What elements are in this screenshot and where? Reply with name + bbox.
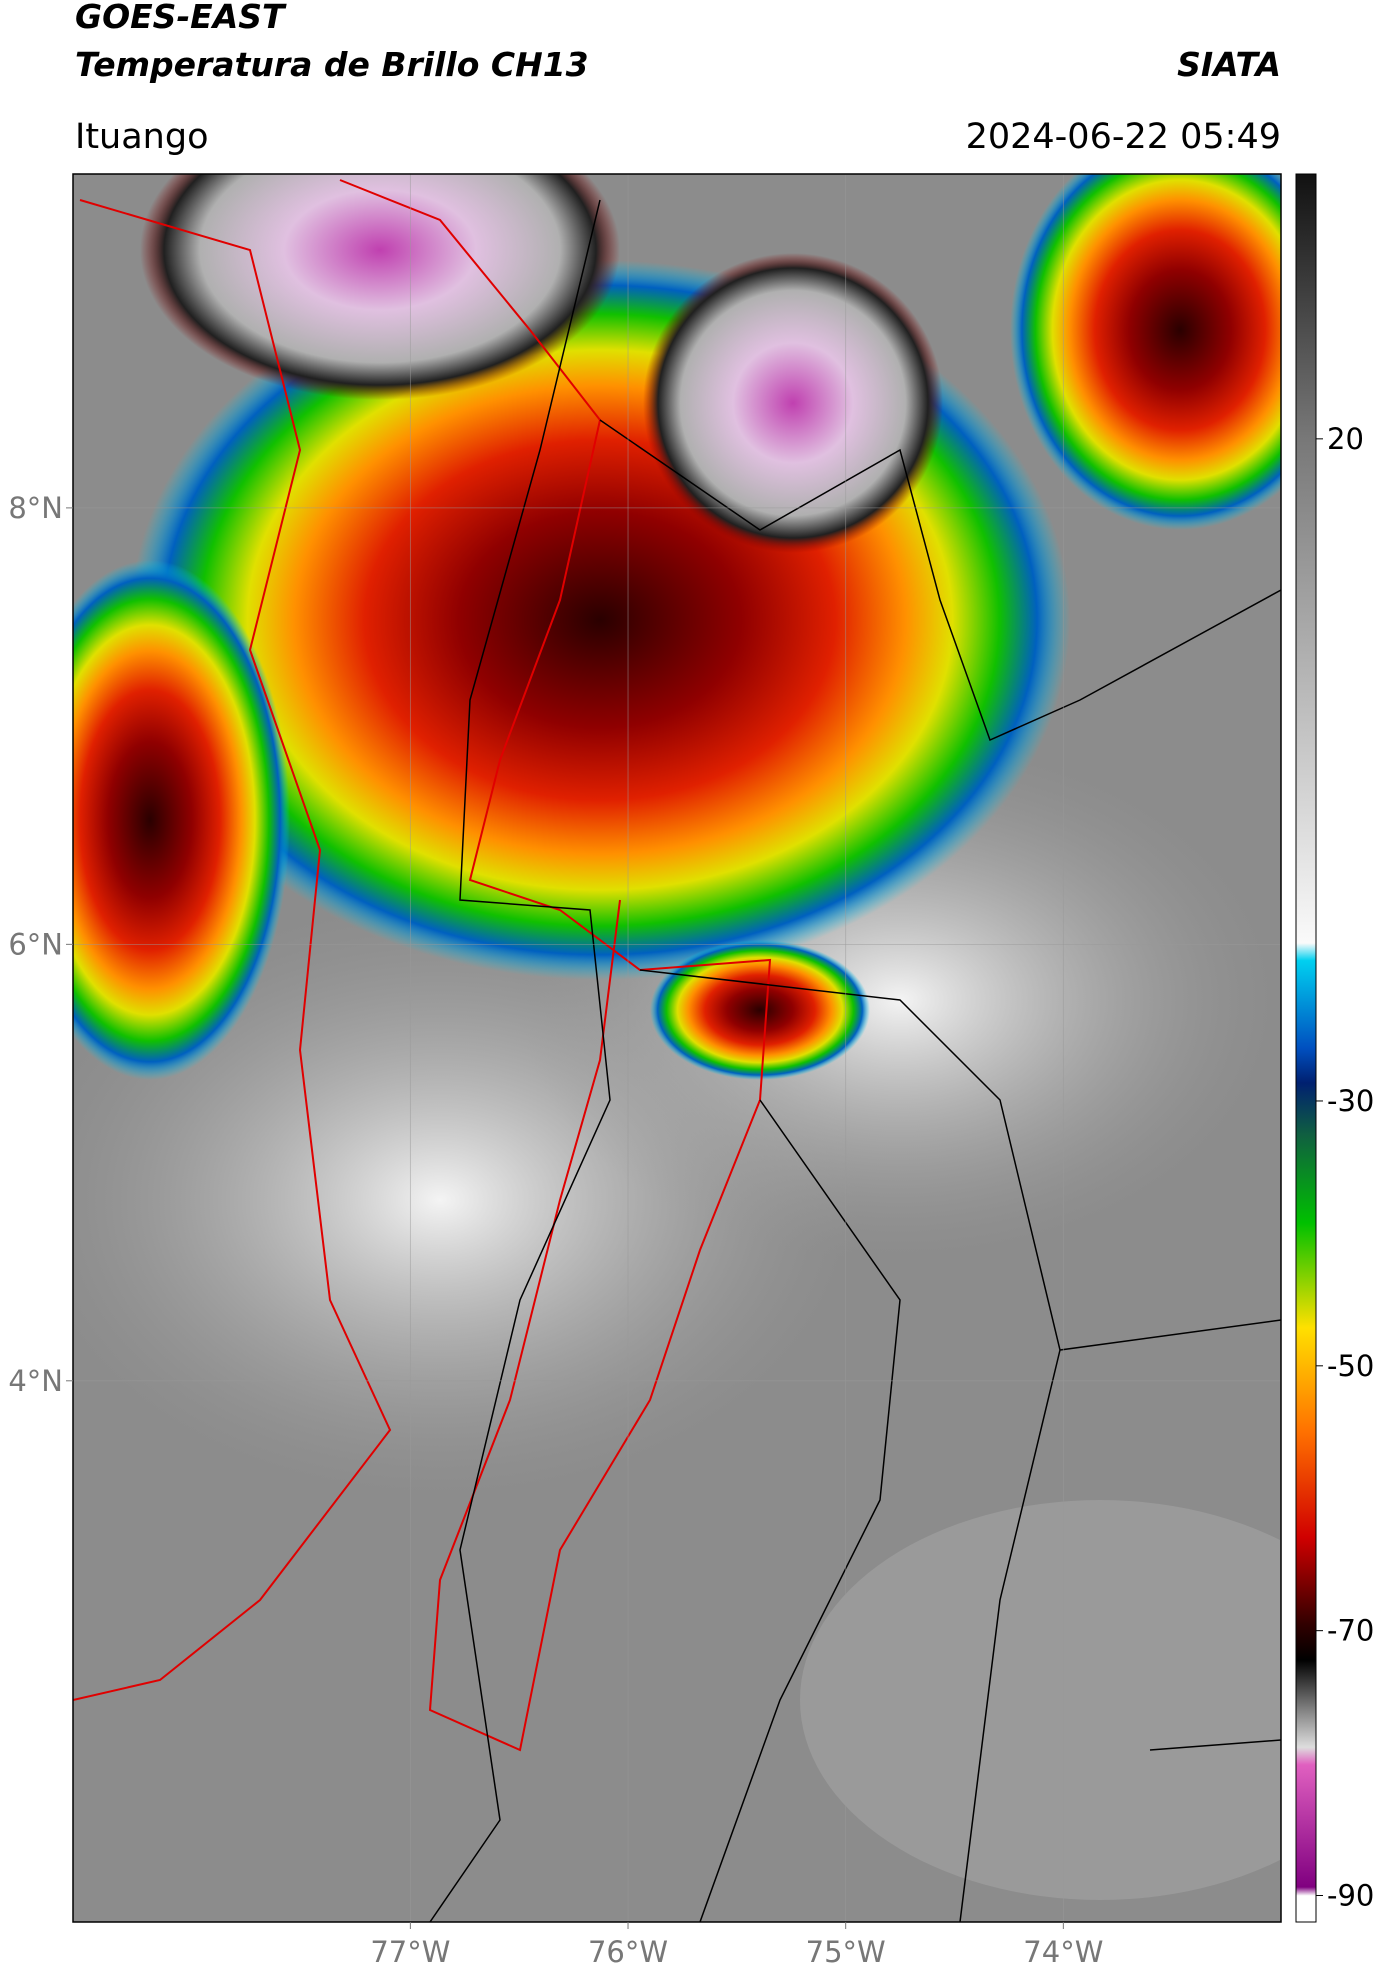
location: Ituango bbox=[75, 117, 209, 157]
satellite-image bbox=[73, 174, 1281, 1922]
title: GOES-EAST bbox=[75, 0, 287, 36]
colorbar-tick-label: 20 bbox=[1327, 422, 1364, 456]
colorbar bbox=[1295, 173, 1317, 1923]
datetime: 2024-06-22 05:49 bbox=[966, 117, 1281, 157]
brand: SIATA bbox=[1177, 45, 1281, 84]
colorbar-tick-label: -70 bbox=[1327, 1614, 1374, 1648]
colorbar-tick-label: -90 bbox=[1327, 1879, 1374, 1913]
colorbar-tick-label: -50 bbox=[1327, 1349, 1374, 1383]
x-tick-label: 77°W bbox=[370, 1935, 450, 1969]
x-tick-label: 74°W bbox=[1023, 1935, 1103, 1969]
x-tick-label: 76°W bbox=[588, 1935, 668, 1969]
y-tick-label: 8°N bbox=[8, 491, 63, 525]
x-tick-label: 75°W bbox=[806, 1935, 886, 1969]
map-frame bbox=[72, 173, 1282, 1923]
y-tick-label: 4°N bbox=[8, 1364, 63, 1398]
subtitle: Temperatura de Brillo CH13 bbox=[75, 45, 589, 84]
colorbar-tick-label: -30 bbox=[1327, 1084, 1374, 1118]
y-tick-label: 6°N bbox=[8, 927, 63, 961]
